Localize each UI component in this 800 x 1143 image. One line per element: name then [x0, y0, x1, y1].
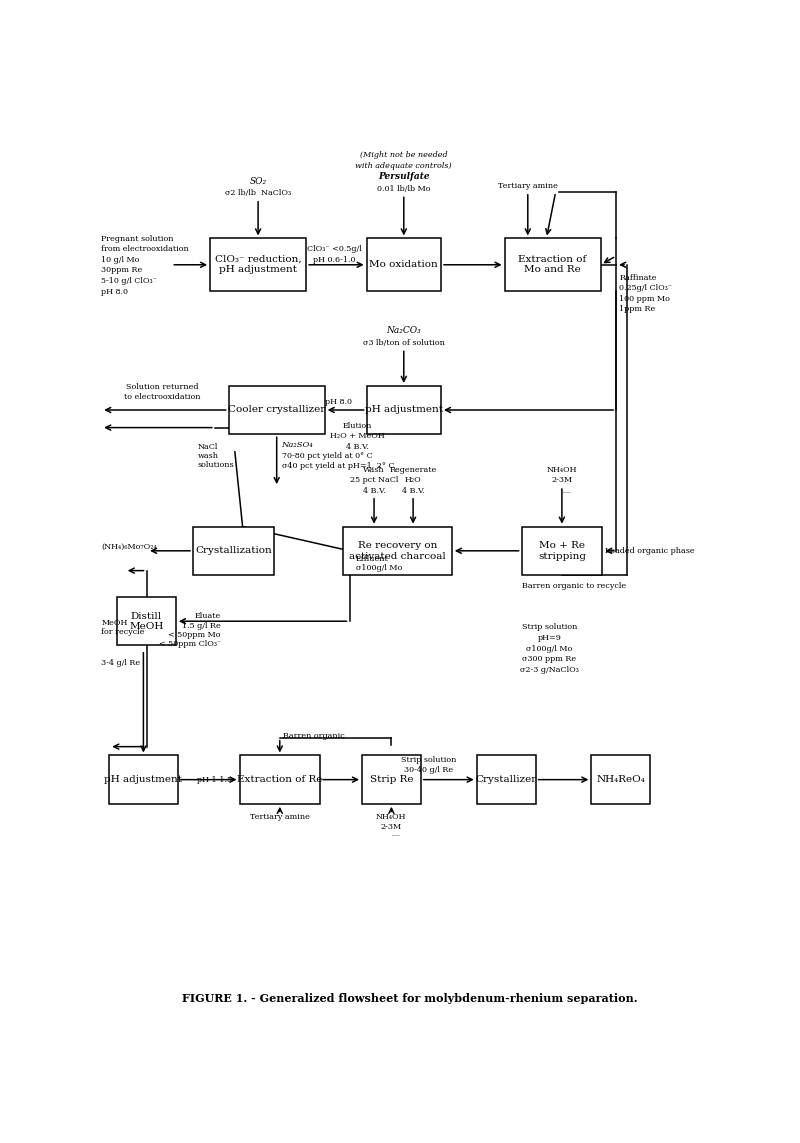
- Text: FIGURE 1. - Generalized flowsheet for molybdenum-rhenium separation.: FIGURE 1. - Generalized flowsheet for mo…: [182, 993, 638, 1004]
- Text: H₂O + MeOH: H₂O + MeOH: [330, 432, 385, 440]
- Bar: [210, 239, 306, 291]
- Text: NH₄OH: NH₄OH: [546, 466, 577, 474]
- Text: __: __: [563, 485, 570, 493]
- Text: Mo oxidation: Mo oxidation: [370, 261, 438, 270]
- Text: σ300 ppm Re: σ300 ppm Re: [522, 655, 577, 663]
- Text: 5-10 g/l ClO₃⁻: 5-10 g/l ClO₃⁻: [102, 277, 157, 285]
- Text: 2-3M: 2-3M: [381, 823, 402, 831]
- Text: SO₂: SO₂: [250, 176, 266, 185]
- Bar: [229, 386, 325, 434]
- Text: σ40 pct yield at pH=1, 2° C: σ40 pct yield at pH=1, 2° C: [282, 463, 394, 471]
- Text: Strip solution: Strip solution: [401, 756, 456, 764]
- Text: Effluent
σ100g/l Mo: Effluent σ100g/l Mo: [356, 555, 402, 573]
- Text: pH=9: pH=9: [538, 634, 562, 642]
- Text: 4 B.V.: 4 B.V.: [362, 487, 386, 495]
- Text: Tertiary amine: Tertiary amine: [250, 813, 310, 821]
- Text: 0.25g/l ClO₃⁻: 0.25g/l ClO₃⁻: [619, 285, 672, 293]
- Text: Raffinate: Raffinate: [619, 273, 657, 281]
- Text: pH 8.0: pH 8.0: [102, 288, 128, 296]
- Text: Re recovery on
activated charcoal: Re recovery on activated charcoal: [350, 541, 446, 560]
- Bar: [110, 756, 178, 804]
- Text: Tertiary amine: Tertiary amine: [498, 182, 558, 190]
- Text: Mo + Re
stripping: Mo + Re stripping: [538, 541, 586, 560]
- Text: σ3 lb/ton of solution: σ3 lb/ton of solution: [363, 338, 445, 346]
- Text: pH 1-1.5: pH 1-1.5: [197, 776, 232, 784]
- Text: pH adjustment: pH adjustment: [104, 775, 182, 784]
- Text: from electrooxidation: from electrooxidation: [102, 246, 189, 254]
- Bar: [343, 527, 452, 575]
- Text: Barren organic to recycle: Barren organic to recycle: [522, 582, 626, 590]
- Text: Persulfate: Persulfate: [378, 173, 430, 181]
- Text: 30ppm Re: 30ppm Re: [102, 266, 142, 274]
- Text: Barren organic: Barren organic: [283, 732, 345, 740]
- Text: 4 B.V.: 4 B.V.: [402, 487, 425, 495]
- Text: to electrooxidation: to electrooxidation: [124, 393, 200, 401]
- Text: pH 8.0: pH 8.0: [326, 398, 352, 406]
- Text: 2-3M: 2-3M: [551, 477, 573, 485]
- Text: (Might not be needed: (Might not be needed: [360, 151, 448, 159]
- Text: σ100g/l Mo: σ100g/l Mo: [526, 645, 573, 653]
- Text: 30-40 g/l Re: 30-40 g/l Re: [404, 766, 453, 774]
- Text: 70-80 pct yield at 0° C: 70-80 pct yield at 0° C: [282, 451, 373, 459]
- Text: ClO₃⁻ reduction,
pH adjustment: ClO₃⁻ reduction, pH adjustment: [214, 255, 302, 274]
- Text: Strip Re: Strip Re: [370, 775, 413, 784]
- Text: NaCl
wash
solutions: NaCl wash solutions: [198, 443, 234, 470]
- Text: NH₄OH: NH₄OH: [376, 813, 406, 821]
- Text: Crystallization: Crystallization: [195, 546, 272, 555]
- Bar: [591, 756, 650, 804]
- Text: pH adjustment: pH adjustment: [365, 406, 443, 415]
- Bar: [505, 239, 601, 291]
- Text: Cooler crystallizer: Cooler crystallizer: [228, 406, 326, 415]
- Text: Strip solution: Strip solution: [522, 623, 577, 631]
- Text: 4 B.V.: 4 B.V.: [346, 443, 369, 451]
- Text: MeOH
for recycle: MeOH for recycle: [102, 620, 145, 637]
- Text: Solution returned: Solution returned: [126, 383, 198, 391]
- Text: Pregnant solution: Pregnant solution: [102, 234, 174, 242]
- Text: Extraction of Re: Extraction of Re: [237, 775, 322, 784]
- Bar: [239, 756, 320, 804]
- Bar: [193, 527, 274, 575]
- Text: 10 g/l Mo: 10 g/l Mo: [102, 256, 140, 264]
- Bar: [477, 756, 535, 804]
- Text: Extraction of
Mo and Re: Extraction of Mo and Re: [518, 255, 586, 274]
- Text: σ2-3 g/NaClO₃: σ2-3 g/NaClO₃: [520, 665, 579, 673]
- Text: __: __: [393, 829, 400, 837]
- Text: Distill
MeOH: Distill MeOH: [130, 612, 164, 631]
- Text: NH₄ReO₄: NH₄ReO₄: [596, 775, 646, 784]
- Text: 25 pct NaCl: 25 pct NaCl: [350, 477, 398, 485]
- Text: Regenerate: Regenerate: [390, 466, 437, 474]
- Text: σ2 lb/lb  NaClO₃: σ2 lb/lb NaClO₃: [225, 189, 291, 197]
- Text: H₂O: H₂O: [405, 477, 422, 485]
- Bar: [522, 527, 602, 575]
- Text: 1ppm Re: 1ppm Re: [619, 305, 655, 313]
- Text: 0.01 lb/lb Mo: 0.01 lb/lb Mo: [377, 185, 430, 193]
- Text: with adequate controls): with adequate controls): [355, 161, 452, 169]
- Text: Eluate
1.5 g/l Re
< 50ppm Mo
< 50ppm ClO₃⁻: Eluate 1.5 g/l Re < 50ppm Mo < 50ppm ClO…: [158, 613, 221, 648]
- Bar: [366, 386, 441, 434]
- Bar: [117, 597, 176, 646]
- Text: ClO₃⁻ <0.5g/l: ClO₃⁻ <0.5g/l: [307, 246, 362, 254]
- Text: Elution: Elution: [342, 422, 372, 430]
- Text: Na₂CO₃: Na₂CO₃: [386, 326, 421, 335]
- Text: 100 ppm Mo: 100 ppm Mo: [619, 295, 670, 303]
- Text: Crystallizer: Crystallizer: [475, 775, 537, 784]
- Bar: [362, 756, 421, 804]
- Text: Loaded organic phase: Loaded organic phase: [606, 546, 695, 554]
- Text: Na₂SO₄: Na₂SO₄: [282, 441, 314, 449]
- Text: 3-4 g/l Re: 3-4 g/l Re: [102, 658, 140, 666]
- Text: pH 0.6-1.0: pH 0.6-1.0: [313, 256, 356, 264]
- Text: Wash: Wash: [363, 466, 385, 474]
- Bar: [366, 239, 441, 291]
- Text: (NH₄)₆Mo₇O₂₄: (NH₄)₆Mo₇O₂₄: [102, 543, 157, 551]
